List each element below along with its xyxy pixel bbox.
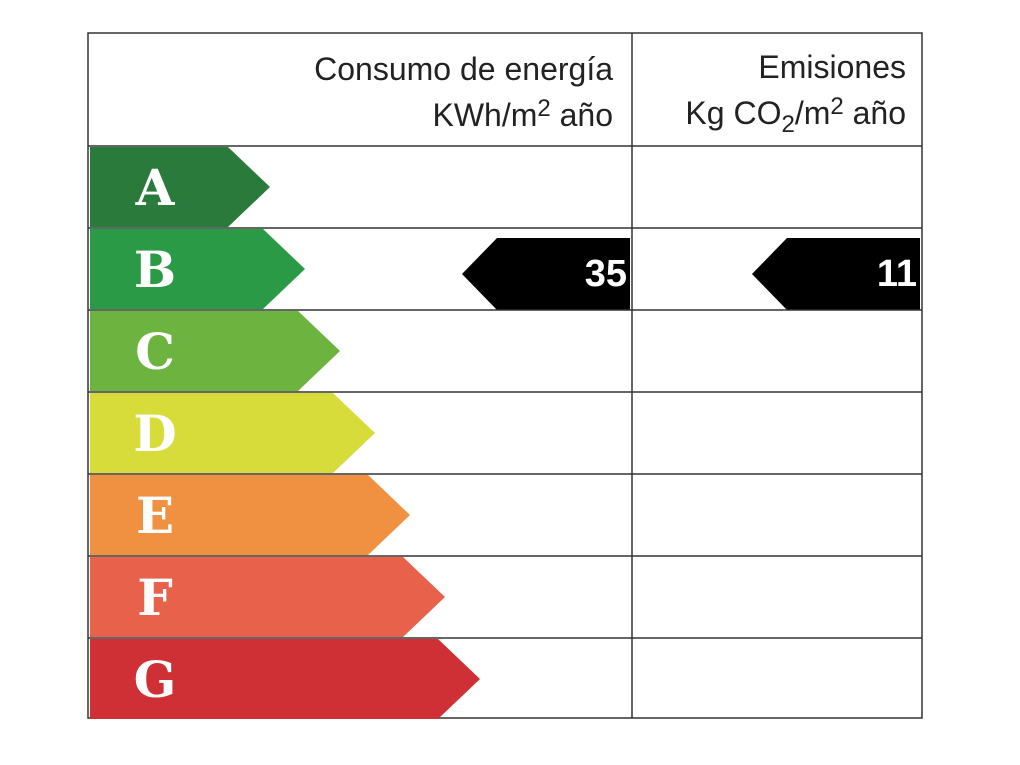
unit-sup: 2 — [537, 95, 550, 122]
emissions-arrow — [752, 238, 920, 310]
unit-part: año — [551, 97, 613, 133]
rating-letter: E — [136, 486, 174, 545]
rating-arrow — [90, 393, 375, 473]
energy-value: 35 — [585, 253, 627, 295]
rating-arrow — [90, 557, 445, 637]
unit-part: Kg CO — [685, 95, 781, 131]
energy-unit: KWh/m2 año — [432, 95, 613, 133]
rating-letter: A — [135, 158, 176, 217]
unit-part: /m — [795, 95, 831, 131]
emissions-value: 11 — [877, 253, 917, 295]
unit-part: KWh/m — [432, 97, 537, 133]
energy-title: Consumo de energía — [314, 51, 613, 87]
rating-arrow — [90, 147, 270, 227]
rating-letter: C — [135, 322, 175, 381]
unit-sub: 2 — [781, 111, 794, 138]
rating-letter: D — [133, 404, 176, 463]
rating-arrow — [90, 475, 410, 555]
unit-sup: 2 — [830, 93, 843, 120]
rating-arrow — [90, 229, 305, 309]
emissions-unit: Kg CO2/m2 año — [685, 93, 906, 138]
rating-letter: F — [137, 568, 173, 627]
energy-arrow — [462, 238, 630, 310]
emissions-title: Emisiones — [758, 49, 906, 85]
table-border — [87, 32, 923, 719]
rating-arrow — [90, 639, 480, 719]
unit-part: año — [844, 95, 906, 131]
rating-arrow — [90, 311, 340, 391]
rating-letter: G — [134, 650, 177, 709]
rating-letter: B — [134, 240, 176, 299]
